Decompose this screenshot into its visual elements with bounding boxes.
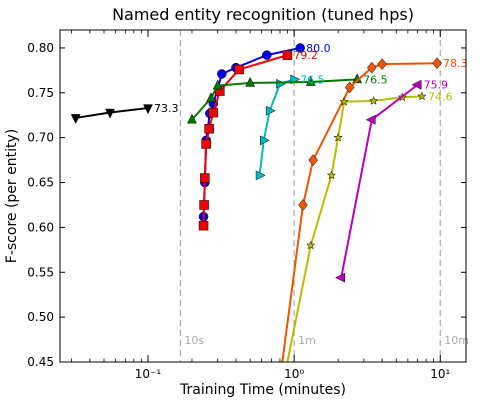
- series-end-label: 76.5: [300, 73, 325, 86]
- data-point: [262, 50, 272, 60]
- data-point: [377, 58, 387, 70]
- series-6: [281, 57, 442, 362]
- y-tick-label: 0.50: [27, 310, 54, 324]
- y-tick-label: 0.75: [27, 86, 54, 100]
- data-point: [417, 91, 427, 101]
- series-group: [70, 43, 442, 362]
- reference-line-label: 1m: [298, 334, 316, 347]
- x-tick-label: 10¹: [430, 367, 450, 381]
- data-point: [333, 132, 343, 142]
- data-point: [143, 104, 153, 115]
- end-labels: 73.3 80.079.2 76.5 76.5 78.3 74.675.9: [154, 42, 468, 115]
- data-point: [339, 96, 349, 106]
- data-point: [308, 154, 318, 167]
- plot-area: 10s 1m 10m 0.45 0.50 0.55 0.60 0.65 0.70 0.75 0.80…: [27, 29, 469, 381]
- y-tick-label: 0.70: [27, 131, 54, 145]
- reference-lines: 10s 1m 10m: [179, 30, 469, 362]
- series-2: [198, 43, 305, 222]
- x-tick-label: 10⁻¹: [135, 367, 162, 381]
- data-point: [276, 78, 287, 89]
- data-point: [212, 79, 223, 90]
- data-point: [187, 113, 197, 124]
- series-line: [286, 95, 423, 362]
- data-point: [305, 75, 316, 86]
- data-point: [335, 272, 345, 283]
- data-point: [326, 170, 337, 180]
- y-tick-label: 0.55: [27, 265, 54, 279]
- series-end-label: 79.2: [293, 49, 318, 62]
- series-line: [258, 78, 295, 176]
- series-end-label: 73.3: [154, 102, 179, 115]
- series-line: [281, 62, 438, 362]
- y-tick-label: 0.80: [27, 41, 54, 55]
- data-point: [344, 81, 355, 94]
- x-tick-label: 10⁰: [284, 367, 304, 381]
- series-3: [198, 50, 293, 231]
- y-tick-label: 0.65: [27, 176, 54, 190]
- series-end-label: 75.9: [424, 79, 449, 92]
- series-end-label: 78.3: [443, 57, 468, 70]
- series-8: [335, 79, 422, 283]
- data-point: [265, 105, 276, 116]
- data-point: [432, 57, 442, 70]
- chart-title: Named entity recognition (tuned hps): [112, 5, 414, 24]
- data-point: [411, 79, 422, 90]
- data-point: [282, 50, 293, 60]
- data-point: [70, 114, 81, 124]
- series-line: [202, 54, 288, 226]
- data-point: [201, 139, 211, 149]
- data-point: [245, 76, 256, 87]
- data-point: [295, 43, 305, 53]
- series-1: [70, 104, 153, 124]
- series-end-label: 74.6: [428, 90, 453, 103]
- data-point: [198, 220, 209, 231]
- data-point: [368, 95, 379, 105]
- data-point: [105, 108, 115, 119]
- data-point: [208, 107, 219, 118]
- data-point: [204, 123, 214, 134]
- series-end-label: 80.0: [306, 42, 331, 55]
- series-line: [340, 83, 419, 278]
- data-point: [255, 170, 266, 181]
- y-axis-label: F-score (per entity): [4, 129, 20, 263]
- series-7: [286, 91, 427, 362]
- data-point: [206, 92, 216, 102]
- data-point: [298, 199, 308, 211]
- data-point: [365, 114, 376, 125]
- data-point: [200, 173, 210, 183]
- series-5: [187, 73, 363, 124]
- x-axis-label: Training Time (minutes): [179, 382, 346, 398]
- data-point: [260, 135, 270, 146]
- data-point: [217, 69, 227, 79]
- reference-line-label: 10s: [184, 334, 204, 347]
- series-4: [255, 74, 301, 181]
- series-end-label: 76.5: [363, 73, 388, 86]
- plot-frame: [59, 29, 467, 363]
- data-point: [234, 64, 244, 75]
- data-point: [306, 240, 316, 250]
- reference-line-label: 10m: [444, 334, 469, 347]
- y-tick-label: 0.45: [27, 355, 54, 369]
- y-tick-label: 0.60: [27, 220, 54, 234]
- data-point: [366, 61, 377, 74]
- data-point: [199, 200, 209, 210]
